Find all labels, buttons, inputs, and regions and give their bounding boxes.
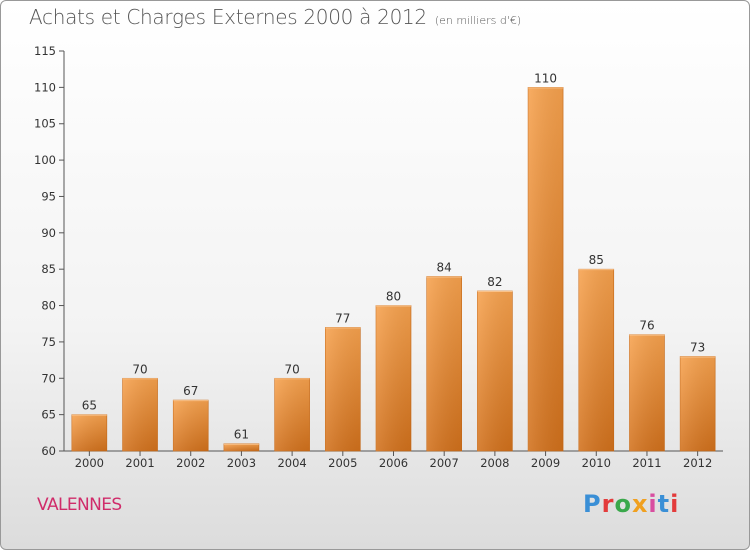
logo-letter: r	[601, 490, 615, 518]
commune-name: VALENNES	[37, 495, 122, 515]
bar-shade	[173, 400, 209, 451]
logo-letter: o	[614, 490, 632, 518]
data-label: 84	[437, 260, 452, 274]
y-tick-label: 110	[34, 80, 56, 94]
bar-shade	[223, 443, 259, 451]
x-tick-label: 2012	[683, 456, 712, 470]
bar-shade	[528, 87, 564, 451]
data-label: 80	[386, 290, 401, 304]
x-tick-label: 2006	[379, 456, 408, 470]
proxiti-logo: Proxiti	[583, 490, 679, 518]
chart-title: Achats et Charges Externes 2000 à 2012 (e…	[29, 5, 521, 29]
x-tick-label: 2010	[582, 456, 611, 470]
x-tick-label: 2009	[531, 456, 560, 470]
data-label: 110	[534, 71, 557, 85]
y-tick-label: 80	[41, 299, 56, 313]
x-tick-label: 2005	[328, 456, 357, 470]
x-tick-label: 2011	[632, 456, 661, 470]
logo-letter: i	[648, 490, 658, 518]
data-label: 67	[183, 384, 198, 398]
data-label: 77	[335, 311, 350, 325]
x-tick-label: 2002	[176, 456, 205, 470]
logo-letter: i	[670, 490, 680, 518]
y-tick-label: 70	[41, 371, 56, 385]
data-label: 70	[284, 362, 299, 376]
bar-shade	[578, 269, 614, 451]
data-label: 82	[487, 275, 502, 289]
data-label: 70	[132, 362, 147, 376]
title-main: Achats et Charges Externes 2000 à 2012	[29, 5, 427, 29]
data-label: 85	[589, 253, 604, 267]
y-tick-label: 115	[34, 44, 56, 58]
x-tick-label: 2003	[227, 456, 256, 470]
y-tick-label: 100	[34, 153, 56, 167]
x-tick-label: 2004	[277, 456, 306, 470]
bar-shade	[376, 305, 411, 451]
bar-shade	[274, 378, 310, 451]
data-label: 61	[234, 428, 249, 442]
x-tick-label: 2000	[75, 456, 104, 470]
bar-shade	[680, 356, 716, 451]
bar-shade	[477, 291, 513, 451]
data-label: 73	[690, 340, 705, 354]
data-label: 65	[82, 399, 97, 413]
title-unit: (en milliers d'€)	[434, 14, 522, 27]
axis-layer: 60 65 70 75 80 85 90 95 100 105 110 115 2000 2001 2002…	[34, 44, 723, 470]
y-tick-label: 85	[41, 262, 56, 276]
bar-shade	[426, 276, 462, 451]
x-tick-label: 2001	[125, 456, 154, 470]
x-tick-label: 2008	[480, 456, 509, 470]
y-tick-label: 90	[41, 226, 56, 240]
y-tick-label: 95	[41, 189, 56, 203]
y-tick-label: 65	[41, 408, 56, 422]
logo-letter: P	[583, 490, 602, 518]
y-tick-label: 75	[41, 335, 56, 349]
bar-shade	[71, 414, 107, 451]
x-tick-label: 2007	[430, 456, 459, 470]
y-tick-label: 60	[41, 444, 56, 458]
bar-shade	[629, 334, 665, 451]
bar-shade	[122, 378, 158, 451]
data-label: 76	[639, 319, 654, 333]
y-tick-label: 105	[34, 117, 56, 131]
logo-letter: t	[657, 490, 671, 518]
logo-letter: x	[631, 490, 649, 518]
bars-layer: 65 70 67 61 70 77 80 84 82 110 85 76 73	[71, 71, 716, 452]
bar-shade	[325, 327, 361, 451]
